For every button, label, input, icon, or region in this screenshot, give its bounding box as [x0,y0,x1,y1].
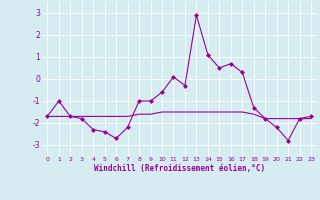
X-axis label: Windchill (Refroidissement éolien,°C): Windchill (Refroidissement éolien,°C) [94,164,265,173]
